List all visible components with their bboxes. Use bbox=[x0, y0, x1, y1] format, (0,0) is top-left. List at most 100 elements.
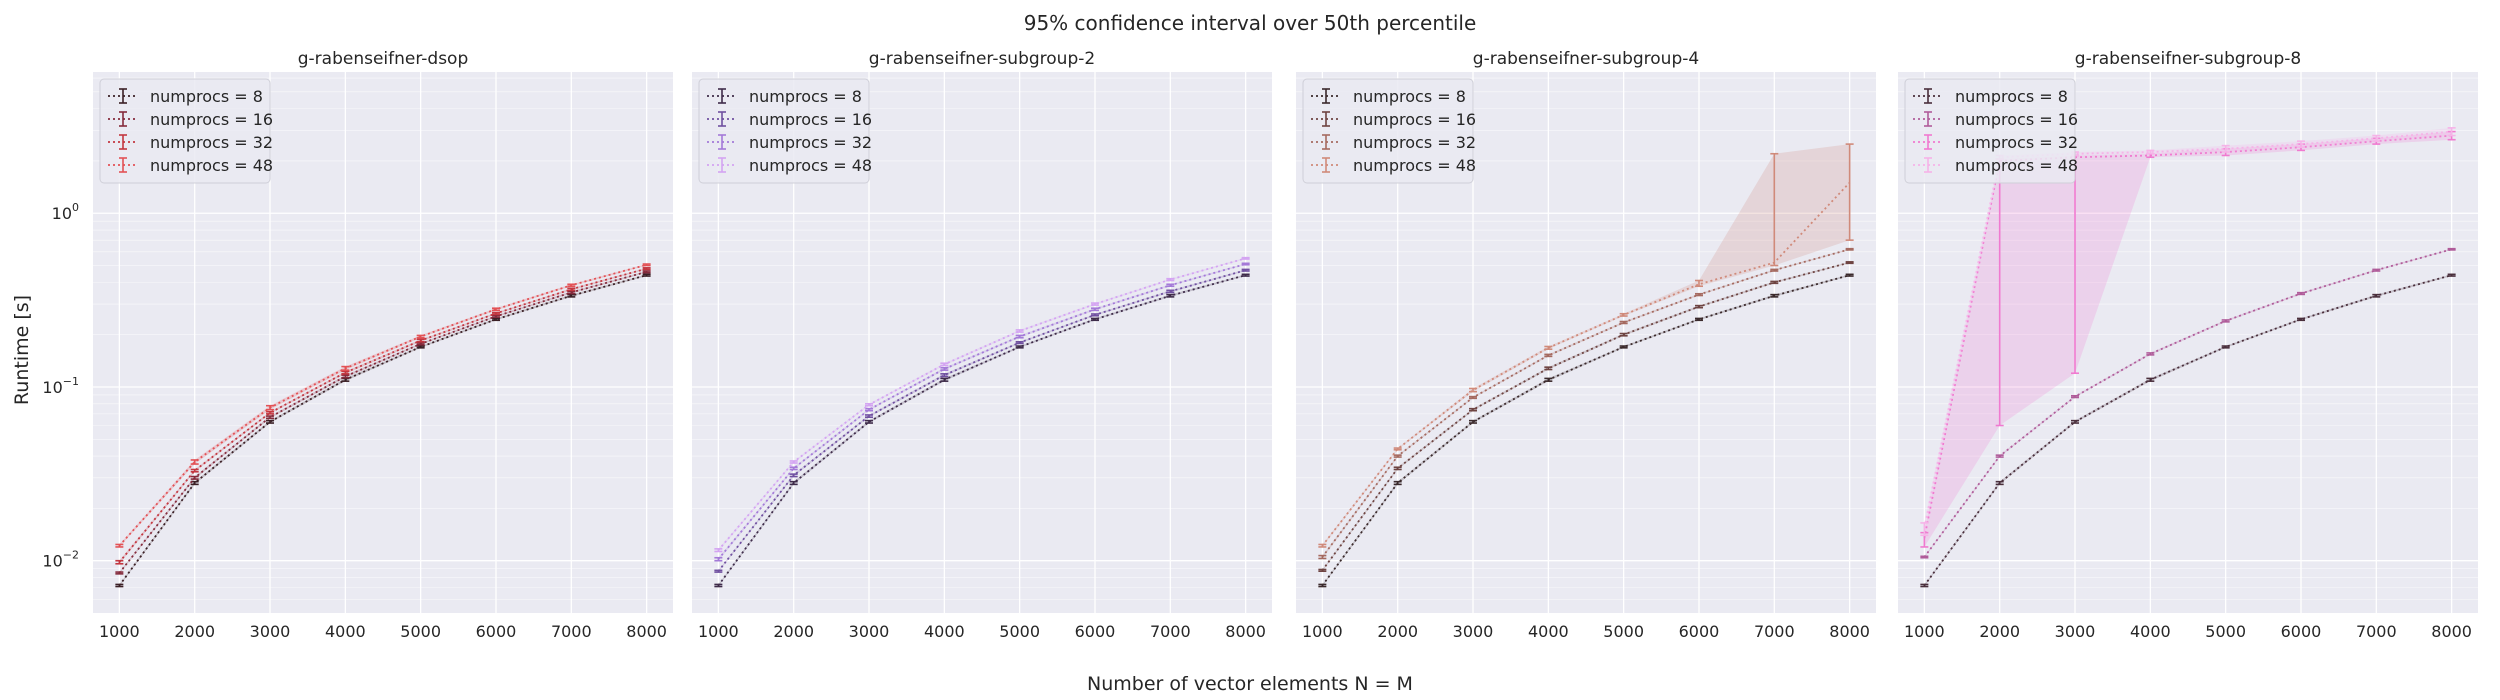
series-line bbox=[1321, 182, 1851, 547]
legend-label: numprocs = 32 bbox=[1955, 133, 2078, 152]
series-2 bbox=[714, 268, 1250, 573]
series-line bbox=[1321, 274, 1850, 587]
x-tick-label: 5000 bbox=[999, 622, 1040, 641]
legend: numprocs = 8 numprocs = 16 numprocs = 32 nu… bbox=[1904, 78, 2078, 184]
x-tick-label: 4000 bbox=[924, 622, 965, 641]
x-tick-label: 1000 bbox=[1904, 622, 1945, 641]
panel-2: 1000 2000 3000 4000 5000 6000 7000 8000 g-rabens… bbox=[692, 49, 1272, 641]
confidence-band bbox=[1924, 131, 2452, 547]
series-line bbox=[118, 267, 647, 563]
legend-item: numprocs = 32 bbox=[707, 133, 872, 152]
x-tick-label: 4000 bbox=[1528, 622, 1569, 641]
legend: numprocs = 8 numprocs = 16 numprocs = 32 nu… bbox=[99, 78, 273, 184]
series-line bbox=[118, 274, 647, 587]
panel-3: 1000 2000 3000 4000 5000 6000 7000 8000 g-rabens… bbox=[1296, 49, 1876, 641]
x-tick-label: 5000 bbox=[400, 622, 441, 641]
series-2 bbox=[1920, 247, 2456, 559]
confidence-band bbox=[1322, 144, 1850, 547]
x-tick-label: 7000 bbox=[551, 622, 592, 641]
legend-item: numprocs = 8 bbox=[707, 87, 862, 106]
legend-item: numprocs = 48 bbox=[1311, 156, 1476, 175]
legend: numprocs = 8 numprocs = 16 numprocs = 32 nu… bbox=[698, 78, 872, 184]
series-1 bbox=[714, 273, 1250, 588]
series-line bbox=[717, 263, 1246, 560]
series-2 bbox=[1318, 261, 1854, 573]
legend-box bbox=[1302, 78, 1474, 184]
legend-item: numprocs = 16 bbox=[108, 110, 273, 129]
series-line bbox=[118, 263, 647, 547]
x-tick-label: 3000 bbox=[1453, 622, 1494, 641]
legend-item: numprocs = 16 bbox=[1913, 110, 2078, 129]
x-tick-label: 6000 bbox=[476, 622, 517, 641]
plot-series bbox=[115, 263, 651, 588]
x-tick-label: 2000 bbox=[1979, 622, 2020, 641]
legend-label: numprocs = 8 bbox=[1353, 87, 1466, 106]
legend-label: numprocs = 32 bbox=[150, 133, 273, 152]
x-axis-title: Number of vector elements N = M bbox=[1087, 673, 1413, 695]
legend-label: numprocs = 8 bbox=[1955, 87, 2068, 106]
chart-panels: 1000 2000 3000 4000 5000 6000 7000 8000 10−2 10−1… bbox=[42, 49, 2478, 641]
y-axis-title: Runtime [s] bbox=[11, 295, 33, 405]
plot-series bbox=[1318, 143, 1854, 588]
series-line bbox=[717, 274, 1246, 587]
legend-label: numprocs = 16 bbox=[150, 110, 273, 129]
panel-4: 1000 2000 3000 4000 5000 6000 7000 8000 g-rabens… bbox=[1898, 49, 2478, 641]
legend-label: numprocs = 16 bbox=[1955, 110, 2078, 129]
chart-title: 95% confidence interval over 50th percen… bbox=[1024, 11, 1477, 35]
panel-title: g-rabenseifner-subgroup-2 bbox=[869, 49, 1095, 69]
series-line bbox=[1923, 248, 2452, 558]
legend-item: numprocs = 48 bbox=[707, 156, 872, 175]
series-4 bbox=[714, 256, 1250, 553]
plot-series bbox=[714, 256, 1250, 588]
x-tick-label: 4000 bbox=[2130, 622, 2171, 641]
legend-label: numprocs = 48 bbox=[1353, 156, 1476, 175]
x-tick-label: 2000 bbox=[773, 622, 814, 641]
legend: numprocs = 8 numprocs = 16 numprocs = 32 nu… bbox=[1302, 78, 1476, 184]
legend-item: numprocs = 8 bbox=[1913, 87, 2068, 106]
legend-item: numprocs = 32 bbox=[1913, 133, 2078, 152]
legend-item: numprocs = 8 bbox=[108, 87, 263, 106]
panel-title: g-rabenseifner-subgroup-4 bbox=[1473, 49, 1699, 69]
legend-item: numprocs = 48 bbox=[1913, 156, 2078, 175]
series-4 bbox=[1318, 143, 1854, 548]
series-4 bbox=[115, 263, 651, 548]
legend-label: numprocs = 8 bbox=[749, 87, 862, 106]
x-tick-label: 7000 bbox=[2356, 622, 2397, 641]
legend-label: numprocs = 48 bbox=[1955, 156, 2078, 175]
x-tick-label: 7000 bbox=[1150, 622, 1191, 641]
legend-label: numprocs = 8 bbox=[150, 87, 263, 106]
x-tick-label: 2000 bbox=[174, 622, 215, 641]
x-tick-label: 8000 bbox=[1829, 622, 1870, 641]
series-line bbox=[118, 270, 647, 574]
x-tick-label: 8000 bbox=[1225, 622, 1266, 641]
x-tick-label: 3000 bbox=[849, 622, 890, 641]
x-tick-label: 2000 bbox=[1377, 622, 1418, 641]
series-line bbox=[1923, 274, 2452, 587]
x-tick-label: 6000 bbox=[2281, 622, 2322, 641]
legend-item: numprocs = 8 bbox=[1311, 87, 1466, 106]
x-tick-label: 1000 bbox=[1302, 622, 1343, 641]
x-tick-label: 6000 bbox=[1679, 622, 1720, 641]
legend-label: numprocs = 48 bbox=[749, 156, 872, 175]
panel-1: 1000 2000 3000 4000 5000 6000 7000 8000 10−2 10−1… bbox=[42, 49, 673, 641]
legend-box bbox=[698, 78, 870, 184]
x-tick-label: 1000 bbox=[698, 622, 739, 641]
legend-item: numprocs = 16 bbox=[707, 110, 872, 129]
x-tick-label: 5000 bbox=[2205, 622, 2246, 641]
y-tick-label: 100 bbox=[52, 201, 79, 223]
legend-item: numprocs = 48 bbox=[108, 156, 273, 175]
legend-label: numprocs = 32 bbox=[1353, 133, 1476, 152]
legend-box bbox=[99, 78, 271, 184]
panel-title: g-rabenseifner-dsop bbox=[298, 49, 469, 69]
series-3 bbox=[115, 267, 651, 565]
legend-item: numprocs = 32 bbox=[108, 133, 273, 152]
y-tick-label: 10−2 bbox=[42, 549, 79, 571]
series-3 bbox=[714, 262, 1250, 562]
series-2 bbox=[115, 270, 651, 575]
x-tick-label: 4000 bbox=[325, 622, 366, 641]
series-1 bbox=[1318, 273, 1854, 588]
x-tick-label: 3000 bbox=[250, 622, 291, 641]
legend-item: numprocs = 16 bbox=[1311, 110, 1476, 129]
x-tick-label: 5000 bbox=[1603, 622, 1644, 641]
